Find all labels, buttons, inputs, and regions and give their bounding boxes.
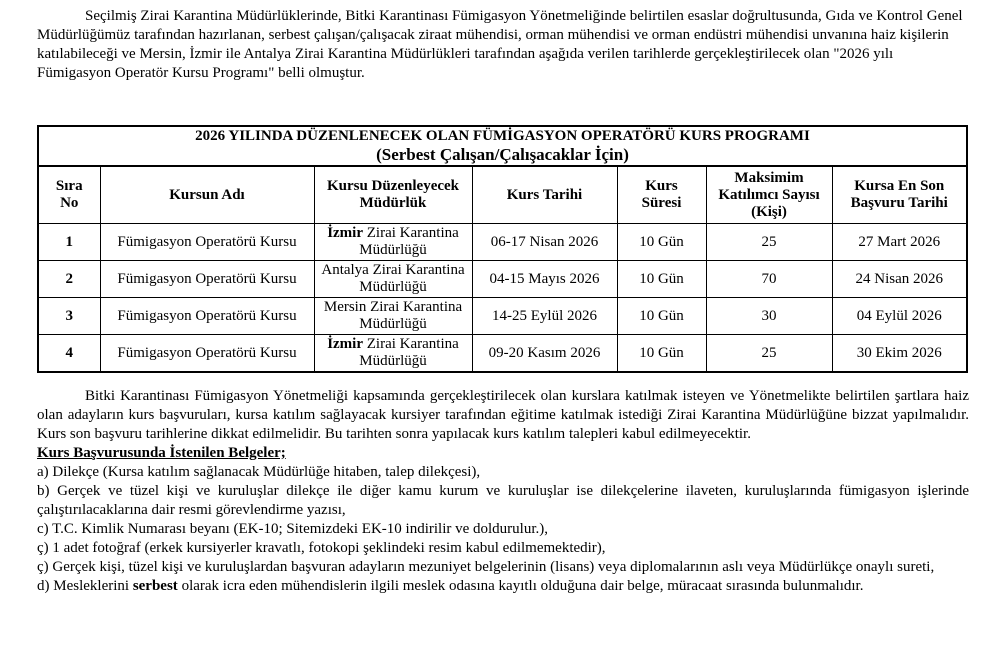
table-row: 2 Fümigasyon Operatörü Kursu Antalya Zir… — [37, 260, 968, 298]
table-title: 2026 YILINDA DÜZENLENECEK OLAN FÜMİGASYO… — [37, 125, 968, 167]
application-paragraph: Bitki Karantinası Fümigasyon Yönetmeliği… — [37, 387, 969, 444]
row-org: Mersin Zirai Karantina Müdürlüğü — [313, 297, 473, 335]
course-program-table: 2026 YILINDA DÜZENLENECEK OLAN FÜMİGASYO… — [37, 125, 968, 373]
org-rest: Zirai Karantina Müdürlüğü — [359, 336, 459, 369]
document-item: ç) Gerçek kişi, tüzel kişi ve kuruluşlar… — [37, 559, 935, 575]
table-title-text: 2026 YILINDA DÜZENLENECEK OLAN FÜMİGASYO… — [195, 128, 810, 144]
header-date: Kurs Tarihi — [471, 165, 618, 224]
row-duration: 10 Gün — [616, 223, 707, 261]
row-name: Fümigasyon Operatörü Kursu — [99, 334, 315, 373]
table-header-row: Sıra No Kursun Adı Kursu Düzenleyecek Mü… — [37, 165, 968, 224]
header-name: Kursun Adı — [99, 165, 315, 224]
document-item: b) Gerçek ve tüzel kişi ve kuruluşlar di… — [37, 483, 969, 518]
documents-title: Kurs Başvurusunda İstenilen Belgeler; — [37, 445, 286, 461]
document-item: d) Mesleklerini serbest olarak icra eden… — [37, 577, 969, 596]
required-documents: Kurs Başvurusunda İstenilen Belgeler; a)… — [37, 444, 969, 596]
document-item: c) T.C. Kimlik Numarası beyanı (EK-10; S… — [37, 521, 549, 537]
table-row: 4 Fümigasyon Operatörü Kursu İzmir Zirai… — [37, 334, 968, 373]
item-bold: serbest — [132, 578, 178, 594]
row-org: İzmir Zirai Karantina Müdürlüğü — [313, 334, 473, 373]
row-no: 3 — [37, 297, 101, 335]
application-text: Bitki Karantinası Fümigasyon Yönetmeliği… — [37, 388, 969, 442]
row-date: 04-15 Mayıs 2026 — [471, 260, 618, 298]
org-rest: Antalya Zirai Karantina Müdürlüğü — [321, 262, 465, 295]
row-no: 4 — [37, 334, 101, 373]
row-date: 06-17 Nisan 2026 — [471, 223, 618, 261]
item-prefix: d) Mesleklerini — [37, 578, 133, 594]
row-org: İzmir Zirai Karantina Müdürlüğü — [313, 223, 473, 261]
row-name: Fümigasyon Operatörü Kursu — [99, 297, 315, 335]
org-bold: İzmir — [327, 225, 364, 241]
intro-text: Seçilmiş Zirai Karantina Müdürlüklerinde… — [37, 8, 963, 81]
org-bold: İzmir — [327, 336, 364, 352]
row-duration: 10 Gün — [616, 297, 707, 335]
row-name: Fümigasyon Operatörü Kursu — [99, 260, 315, 298]
intro-paragraph: Seçilmiş Zirai Karantina Müdürlüklerinde… — [37, 7, 969, 83]
row-no: 1 — [37, 223, 101, 261]
org-rest: Mersin Zirai Karantina Müdürlüğü — [323, 299, 463, 332]
table-row: 1 Fümigasyon Operatörü Kursu İzmir Zirai… — [37, 223, 968, 261]
table-row: 3 Fümigasyon Operatörü Kursu Mersin Zira… — [37, 297, 968, 335]
row-duration: 10 Gün — [616, 334, 707, 373]
row-max: 25 — [705, 334, 833, 373]
document-item: ç) 1 adet fotoğraf (erkek kursiyerler kr… — [37, 540, 606, 556]
row-deadline: 30 Ekim 2026 — [831, 334, 968, 373]
item-suffix: olarak icra eden mühendislerin ilgili me… — [177, 578, 864, 594]
row-name: Fümigasyon Operatörü Kursu — [99, 223, 315, 261]
row-deadline: 27 Mart 2026 — [831, 223, 968, 261]
row-max: 25 — [705, 223, 833, 261]
row-no: 2 — [37, 260, 101, 298]
header-duration: Kurs Süresi — [616, 165, 707, 224]
table-subtitle: (Serbest Çalışan/Çalışacaklar İçin) — [376, 145, 629, 164]
row-date: 14-25 Eylül 2026 — [471, 297, 618, 335]
row-org: Antalya Zirai Karantina Müdürlüğü — [313, 260, 473, 298]
row-duration: 10 Gün — [616, 260, 707, 298]
header-max: Maksimim Katılımcı Sayısı (Kişi) — [705, 165, 833, 224]
header-deadline: Kursa En Son Başvuru Tarihi — [831, 165, 968, 224]
header-no: Sıra No — [37, 165, 101, 224]
row-deadline: 24 Nisan 2026 — [831, 260, 968, 298]
document-item: a) Dilekçe (Kursa katılım sağlanacak Müd… — [37, 464, 481, 480]
org-rest: Zirai Karantina Müdürlüğü — [359, 225, 459, 258]
row-max: 30 — [705, 297, 833, 335]
row-deadline: 04 Eylül 2026 — [831, 297, 968, 335]
row-date: 09-20 Kasım 2026 — [471, 334, 618, 373]
header-org: Kursu Düzenleyecek Müdürlük — [313, 165, 473, 224]
row-max: 70 — [705, 260, 833, 298]
